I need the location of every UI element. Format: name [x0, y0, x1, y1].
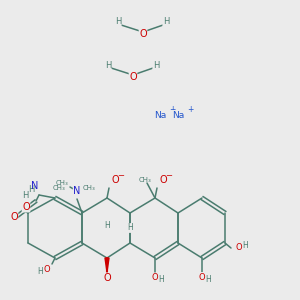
Text: O: O	[22, 202, 30, 212]
Text: O: O	[10, 212, 18, 222]
Text: H: H	[127, 224, 133, 232]
Text: CH₃: CH₃	[52, 185, 65, 191]
Text: O: O	[111, 175, 119, 185]
Text: O: O	[159, 175, 167, 185]
Text: H: H	[205, 274, 211, 284]
Text: Na: Na	[172, 110, 184, 119]
Text: H: H	[242, 242, 248, 250]
Text: +: +	[169, 106, 175, 115]
Text: H: H	[115, 17, 121, 26]
Text: N: N	[31, 181, 39, 191]
Text: H: H	[153, 61, 159, 70]
Text: H: H	[163, 17, 169, 26]
Text: O: O	[139, 29, 147, 39]
Text: CH₃: CH₃	[82, 185, 95, 191]
Text: O: O	[236, 244, 242, 253]
Text: O: O	[152, 274, 158, 283]
Text: +: +	[187, 106, 193, 115]
Text: O: O	[44, 266, 50, 274]
Text: H: H	[158, 275, 164, 284]
Text: H: H	[28, 184, 34, 194]
Text: O: O	[199, 272, 205, 281]
Text: H: H	[104, 220, 110, 230]
Text: O: O	[129, 72, 137, 82]
Text: CH₃: CH₃	[139, 177, 152, 183]
Text: H: H	[22, 190, 28, 200]
Polygon shape	[105, 258, 109, 272]
Text: −: −	[166, 172, 172, 181]
Text: O: O	[103, 273, 111, 283]
Text: H: H	[37, 268, 43, 277]
Text: −: −	[118, 172, 124, 181]
Text: N: N	[73, 186, 81, 196]
Text: H: H	[105, 61, 111, 70]
Text: Na: Na	[154, 110, 166, 119]
Text: CH₃: CH₃	[56, 180, 68, 186]
